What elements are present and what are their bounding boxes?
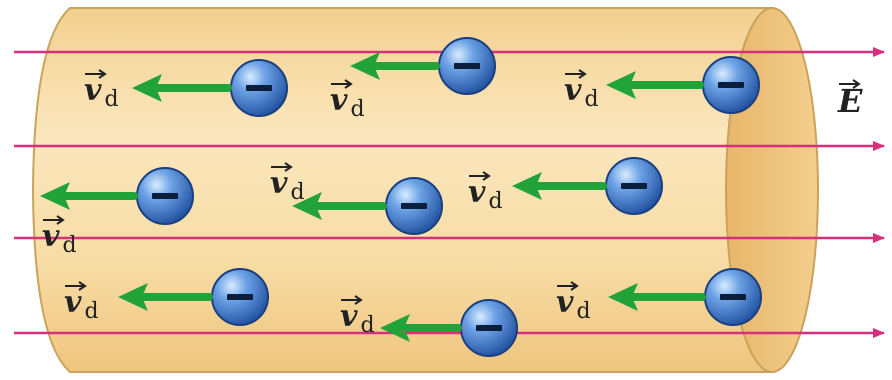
- field-label-E: E: [837, 79, 863, 120]
- drift-arrow: [608, 283, 706, 311]
- minus-sign: [246, 85, 272, 91]
- electron: [136, 167, 194, 225]
- drift-arrow: [350, 52, 440, 80]
- minus-sign: [476, 325, 502, 331]
- minus-sign: [718, 82, 744, 88]
- minus-sign: [720, 294, 746, 300]
- electron: [704, 268, 762, 326]
- electron: [211, 268, 269, 326]
- electron: [460, 299, 518, 357]
- electron: [605, 157, 663, 215]
- svg-text:E: E: [837, 82, 863, 120]
- drift-arrow: [40, 182, 138, 210]
- minus-sign: [621, 183, 647, 189]
- drift-arrow: [292, 192, 387, 220]
- electron: [702, 56, 760, 114]
- drift-arrow: [606, 71, 704, 99]
- minus-sign: [454, 63, 480, 69]
- drift-arrows: [40, 52, 706, 342]
- electron: [230, 59, 288, 117]
- minus-sign: [401, 203, 427, 209]
- minus-sign: [227, 294, 253, 300]
- electron: [385, 177, 443, 235]
- drift-labels: v d v d v d v d v d v d v d v d v d: [42, 69, 599, 338]
- drift-arrow: [512, 172, 607, 200]
- minus-sign: [152, 193, 178, 199]
- electron: [438, 37, 496, 95]
- drift-arrow: [118, 283, 213, 311]
- drift-arrow: [132, 74, 232, 102]
- drift-arrow: [380, 314, 462, 342]
